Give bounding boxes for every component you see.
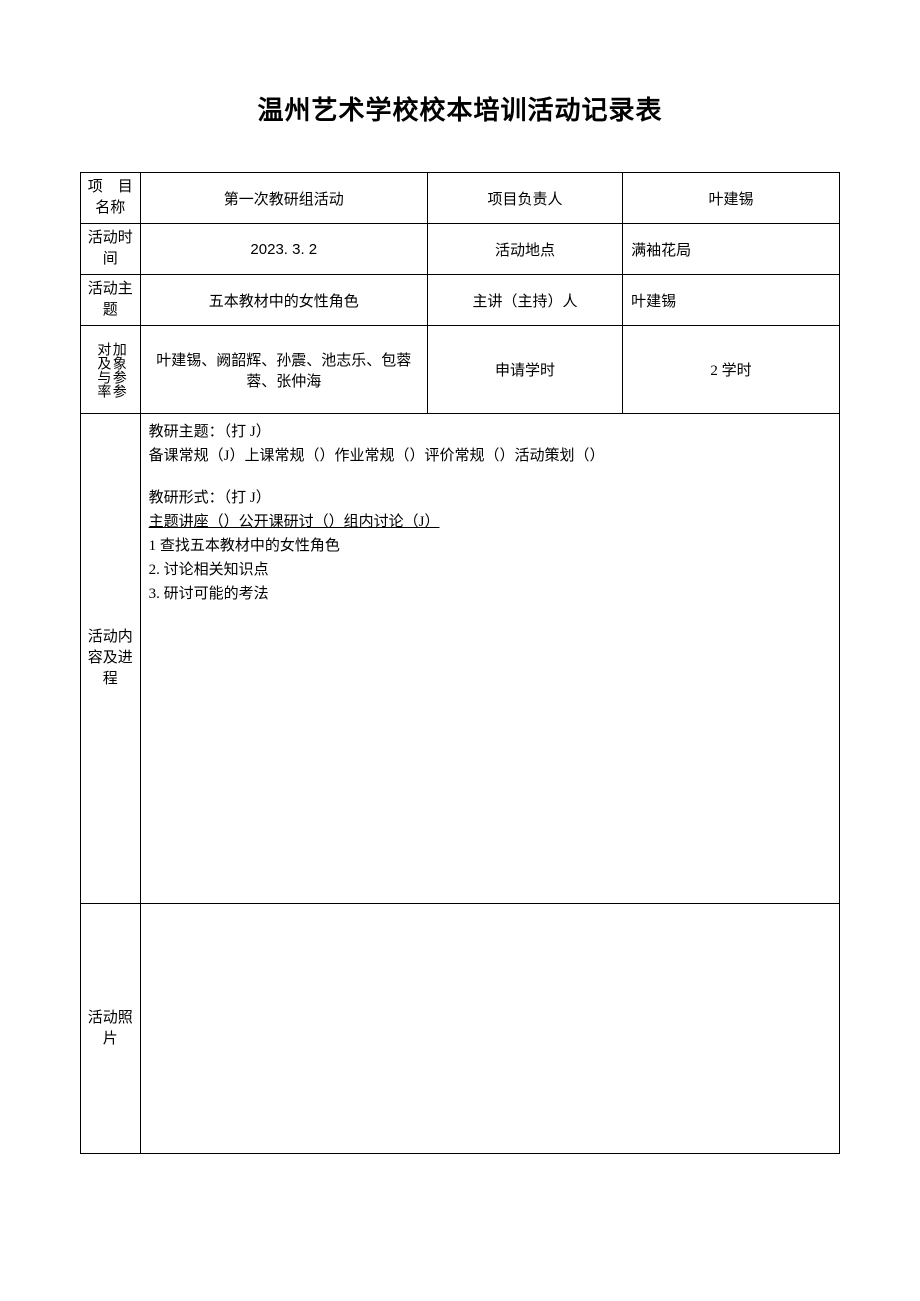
content-item-1: 1 查找五本教材中的女性角色 bbox=[149, 534, 831, 558]
row-activity-photo: 活动照片 bbox=[81, 904, 840, 1154]
value-project-leader: 叶建锡 bbox=[623, 173, 840, 224]
value-participants: 叶建锡、阙韶辉、孙震、池志乐、包蓉蓉、张仲海 bbox=[140, 326, 427, 414]
value-activity-location: 满袖花局 bbox=[623, 224, 840, 275]
value-activity-photo bbox=[140, 904, 839, 1154]
value-apply-hours: 2 学时 bbox=[623, 326, 840, 414]
theme-options: 备课常规（J）上课常规（）作业常规（）评价常规（）活动策划（） bbox=[149, 444, 831, 468]
row-participants: 对及与率加象参参 叶建锡、阙韶辉、孙震、池志乐、包蓉蓉、张仲海 申请学时 2 学… bbox=[81, 326, 840, 414]
content-item-3: 3. 研讨可能的考法 bbox=[149, 582, 831, 606]
label-activity-photo: 活动照片 bbox=[81, 904, 141, 1154]
label-activity-location: 活动地点 bbox=[427, 224, 622, 275]
label-participants: 对及与率加象参参 bbox=[81, 326, 141, 414]
row-activity-content: 活动内容及进程 教研主题：（打 J） 备课常规（J）上课常规（）作业常规（）评价… bbox=[81, 414, 840, 904]
label-activity-theme: 活动主题 bbox=[81, 275, 141, 326]
label-activity-time: 活动时间 bbox=[81, 224, 141, 275]
label-project-leader: 项目负责人 bbox=[427, 173, 622, 224]
value-activity-content: 教研主题：（打 J） 备课常规（J）上课常规（）作业常规（）评价常规（）活动策划… bbox=[140, 414, 839, 904]
content-item-2: 2. 讨论相关知识点 bbox=[149, 558, 831, 582]
row-activity-time: 活动时间 2023. 3. 2 活动地点 满袖花局 bbox=[81, 224, 840, 275]
label-host: 主讲（主持）人 bbox=[427, 275, 622, 326]
page-title: 温州艺术学校校本培训活动记录表 bbox=[80, 90, 840, 127]
value-activity-theme: 五本教材中的女性角色 bbox=[140, 275, 427, 326]
spacer bbox=[149, 468, 831, 486]
value-host: 叶建锡 bbox=[623, 275, 840, 326]
label-project-name: 项 目名称 bbox=[81, 173, 141, 224]
label-apply-hours: 申请学时 bbox=[427, 326, 622, 414]
label-activity-content: 活动内容及进程 bbox=[81, 414, 141, 904]
form-options: 主题讲座（）公开课研讨（）组内讨论（J） bbox=[149, 510, 831, 534]
form-label: 教研形式：（打 J） bbox=[149, 486, 831, 510]
row-project-name: 项 目名称 第一次教研组活动 项目负责人 叶建锡 bbox=[81, 173, 840, 224]
label-participants-col2: 加象参参 bbox=[110, 342, 125, 398]
training-record-table: 项 目名称 第一次教研组活动 项目负责人 叶建锡 活动时间 2023. 3. 2… bbox=[80, 172, 840, 1154]
value-activity-time: 2023. 3. 2 bbox=[140, 224, 427, 275]
value-project-name: 第一次教研组活动 bbox=[140, 173, 427, 224]
label-participants-col1: 对及与率 bbox=[95, 342, 110, 398]
theme-label: 教研主题：（打 J） bbox=[149, 420, 831, 444]
row-activity-theme: 活动主题 五本教材中的女性角色 主讲（主持）人 叶建锡 bbox=[81, 275, 840, 326]
